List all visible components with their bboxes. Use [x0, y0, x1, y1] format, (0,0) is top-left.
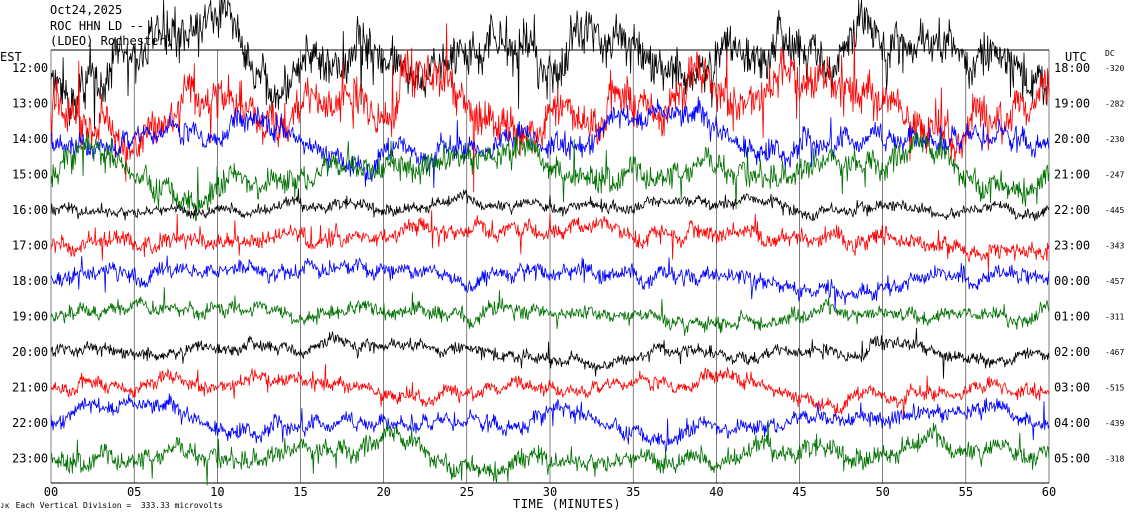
row-dc-value: -318 [1105, 455, 1124, 464]
row-time-right: 19:00 [1054, 97, 1090, 111]
trace-line [50, 130, 1050, 222]
x-tick-label: 55 [959, 485, 973, 499]
row-time-left: 12:00 [12, 61, 48, 75]
row-dc-value: -343 [1105, 242, 1124, 251]
trace-line [50, 23, 1050, 193]
x-tick-label: 10 [210, 485, 224, 499]
row-time-left: 21:00 [12, 381, 48, 395]
row-time-right: 23:00 [1054, 239, 1090, 253]
row-time-left: 18:00 [12, 274, 48, 288]
x-tick-label: 60 [1042, 485, 1056, 499]
x-tick-label: 40 [709, 485, 723, 499]
chart-date: Oct24,2025 [50, 3, 123, 17]
row-time-right: 04:00 [1054, 416, 1090, 430]
trace-line [50, 210, 1050, 273]
trace-line [50, 393, 1050, 453]
row-time-right: 18:00 [1054, 61, 1090, 75]
row-time-right: 21:00 [1054, 168, 1090, 182]
row-time-left: 15:00 [12, 168, 48, 182]
chart-station: ROC HHN LD -- [50, 19, 144, 33]
x-axis-label: TIME (MINUTES) [513, 497, 622, 511]
dc-label: DC [1105, 49, 1115, 58]
row-time-left: 16:00 [12, 203, 48, 217]
x-tick-label: 35 [626, 485, 640, 499]
row-time-left: 23:00 [12, 452, 48, 466]
row-time-right: 00:00 [1054, 274, 1090, 288]
x-tick-label: 20 [376, 485, 390, 499]
row-dc-value: -515 [1105, 384, 1124, 393]
row-time-left: 22:00 [12, 416, 48, 430]
row-dc-value: -320 [1105, 64, 1124, 73]
row-dc-value: -230 [1105, 135, 1124, 144]
row-dc-value: -247 [1105, 171, 1124, 180]
x-tick-label: 45 [792, 485, 806, 499]
trace-line [50, 420, 1050, 486]
row-dc-value: -439 [1105, 419, 1124, 428]
row-dc-value: -311 [1105, 313, 1124, 322]
x-tick-label: 50 [875, 485, 889, 499]
trace-line [50, 188, 1050, 222]
x-tick-label: 25 [460, 485, 474, 499]
row-dc-value: -457 [1105, 277, 1124, 286]
row-time-left: 19:00 [12, 310, 48, 324]
row-dc-value: -282 [1105, 100, 1124, 109]
row-time-right: 22:00 [1054, 203, 1090, 217]
scale-note: ᴊᴋ Each Vertical Division = 333.33 microv… [0, 501, 223, 511]
trace-line [50, 327, 1050, 379]
trace-line [50, 96, 1050, 189]
x-tick-label: 30 [543, 485, 557, 499]
trace-line [50, 287, 1050, 337]
trace-line [50, 364, 1050, 419]
row-dc-value: -467 [1105, 348, 1124, 357]
row-time-right: 20:00 [1054, 132, 1090, 146]
row-time-right: 03:00 [1054, 381, 1090, 395]
trace-line [50, 0, 1050, 130]
row-time-left: 14:00 [12, 132, 48, 146]
row-time-left: 20:00 [12, 345, 48, 359]
row-time-right: 05:00 [1054, 452, 1090, 466]
logo-icon: ᴊᴋ [0, 501, 10, 510]
x-tick-label: 05 [127, 485, 141, 499]
row-time-right: 01:00 [1054, 310, 1090, 324]
x-tick-label: 00 [44, 485, 58, 499]
row-time-left: 13:00 [12, 97, 48, 111]
scale-note-text: Each Vertical Division = 333.33 microvol… [15, 501, 223, 510]
left-timezone-label: EST [0, 50, 22, 64]
row-dc-value: -445 [1105, 206, 1124, 215]
row-time-right: 02:00 [1054, 345, 1090, 359]
x-tick-label: 15 [293, 485, 307, 499]
trace-line [50, 255, 1050, 311]
right-timezone-label: UTC [1065, 50, 1087, 64]
row-time-left: 17:00 [12, 239, 48, 253]
